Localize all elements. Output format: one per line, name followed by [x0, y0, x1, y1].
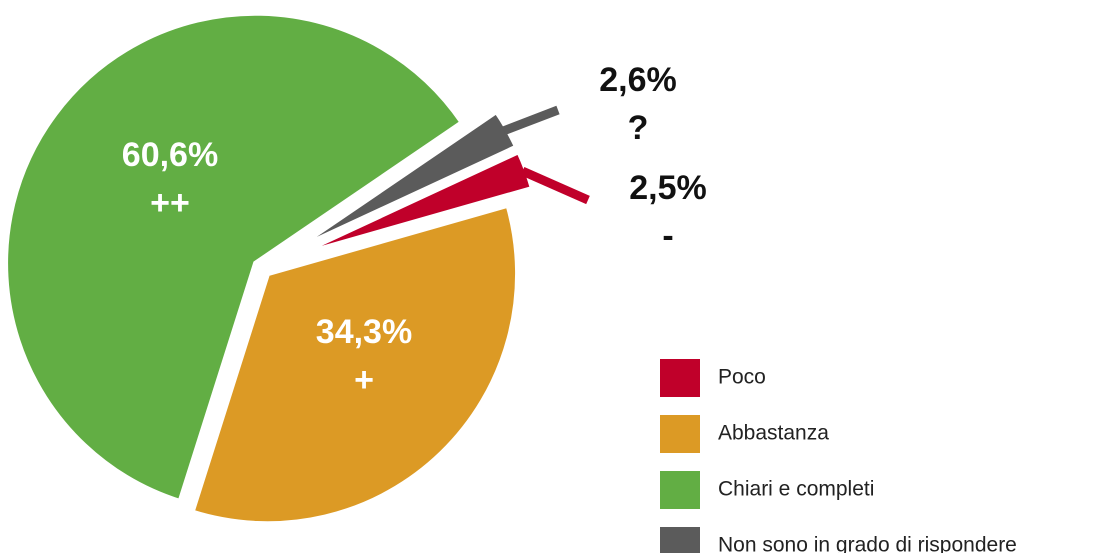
data-label: 34,3%	[316, 313, 412, 351]
legend-label: Non sono in grado di rispondere	[718, 534, 1017, 553]
legend-swatch	[660, 415, 700, 453]
legend-swatch	[660, 359, 700, 397]
pie-slice	[188, 202, 521, 527]
pie-slice	[3, 10, 466, 505]
data-symbol: ?	[628, 109, 649, 147]
legend-label: Chiari e completi	[718, 478, 874, 501]
legend-swatch	[660, 471, 700, 509]
leader-line	[520, 166, 590, 205]
data-symbol: ++	[150, 184, 190, 222]
legend-label: Abbastanza	[718, 422, 829, 445]
data-symbol: +	[354, 361, 374, 399]
data-label: 2,5%	[629, 169, 707, 207]
data-label: 60,6%	[122, 136, 218, 174]
data-label: 2,6%	[599, 61, 677, 99]
leader-line	[502, 105, 560, 135]
legend-label: Poco	[718, 366, 766, 389]
legend-swatch	[660, 527, 700, 553]
data-symbol: -	[662, 217, 673, 255]
